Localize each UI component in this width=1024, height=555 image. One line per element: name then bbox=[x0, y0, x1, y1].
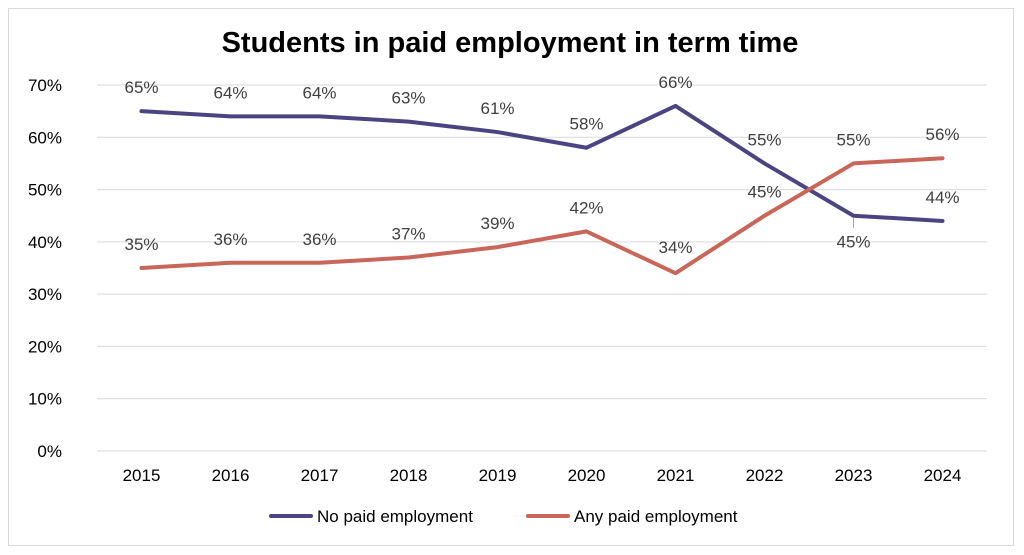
data-label-no-paid: 58% bbox=[569, 115, 603, 134]
y-tick-label: 60% bbox=[28, 128, 62, 147]
series-line-no-paid-employment bbox=[139, 103, 945, 223]
y-tick-label: 10% bbox=[28, 390, 62, 409]
y-tick-label: 20% bbox=[28, 337, 62, 356]
x-tick-label: 2019 bbox=[479, 466, 517, 485]
x-tick-label: 2018 bbox=[390, 466, 428, 485]
data-label-any-paid: 35% bbox=[124, 235, 158, 254]
data-labels: 65% 64% 64% 63% 61% 58% 66% 55% 45% 44% 35% 36% 36% 3… bbox=[124, 73, 959, 257]
data-label-no-paid: 65% bbox=[124, 78, 158, 97]
x-tick-label: 2023 bbox=[835, 466, 873, 485]
data-label-any-paid: 36% bbox=[213, 230, 247, 249]
data-label-any-paid: 56% bbox=[925, 125, 959, 144]
chart-frame bbox=[8, 8, 1014, 546]
data-label-any-paid: 39% bbox=[480, 214, 514, 233]
x-axis-ticks: 2015 2016 2017 2018 2019 2020 2021 2022 2023 2024 bbox=[123, 466, 962, 485]
data-label-no-paid: 44% bbox=[925, 188, 959, 207]
data-label-no-paid: 64% bbox=[213, 83, 247, 102]
data-label-any-paid: 34% bbox=[658, 238, 692, 257]
series-lines bbox=[139, 103, 945, 276]
legend: No paid employment Any paid employment bbox=[269, 507, 738, 526]
data-label-any-paid: 37% bbox=[391, 225, 425, 244]
series-line-any-paid-employment bbox=[139, 156, 945, 276]
x-tick-label: 2016 bbox=[212, 466, 250, 485]
data-label-any-paid: 45% bbox=[747, 183, 781, 202]
data-label-no-paid: 61% bbox=[480, 99, 514, 118]
gridlines bbox=[97, 84, 987, 452]
x-tick-label: 2024 bbox=[924, 466, 962, 485]
x-tick-label: 2022 bbox=[746, 466, 784, 485]
data-label-no-paid: 63% bbox=[391, 89, 425, 108]
legend-label: Any paid employment bbox=[574, 507, 738, 526]
y-tick-label: 0% bbox=[37, 442, 62, 461]
chart-title: Students in paid employment in term time bbox=[222, 27, 799, 59]
legend-label: No paid employment bbox=[317, 507, 473, 526]
x-tick-label: 2017 bbox=[301, 466, 339, 485]
data-label-no-paid: 64% bbox=[302, 83, 336, 102]
y-tick-label: 30% bbox=[28, 285, 62, 304]
data-label-no-paid: 66% bbox=[658, 73, 692, 92]
y-axis-ticks: 0% 10% 20% 30% 40% 50% 60% 70% bbox=[28, 76, 62, 461]
data-label-any-paid: 55% bbox=[836, 130, 870, 149]
y-tick-label: 70% bbox=[28, 76, 62, 95]
data-label-any-paid: 42% bbox=[569, 198, 603, 217]
y-tick-label: 40% bbox=[28, 233, 62, 252]
x-tick-label: 2021 bbox=[657, 466, 695, 485]
data-label-no-paid: 45% bbox=[836, 233, 870, 252]
data-label-no-paid: 55% bbox=[747, 130, 781, 149]
data-label-any-paid: 36% bbox=[302, 230, 336, 249]
x-tick-label: 2015 bbox=[123, 466, 161, 485]
x-tick-label: 2020 bbox=[568, 466, 606, 485]
y-tick-label: 50% bbox=[28, 181, 62, 200]
